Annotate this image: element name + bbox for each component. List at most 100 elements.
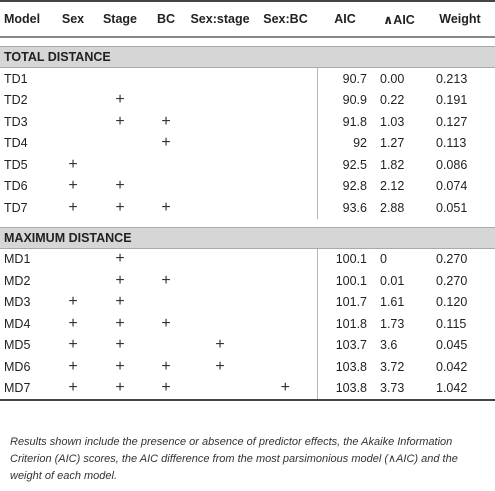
table-row: MD6 + + + +103.8 3.72 0.042	[0, 356, 495, 378]
cell-bc	[146, 68, 186, 90]
cell-aic: 92.5	[316, 154, 373, 176]
plus-mark: +	[68, 379, 78, 397]
plus-mark: +	[68, 293, 78, 311]
header-sex-bc: Sex:BC	[254, 0, 317, 38]
cell-aic: 101.7	[316, 291, 373, 313]
cell-model: TD6	[4, 179, 28, 194]
plus-mark: +	[68, 357, 78, 375]
cell-weight: 0.051	[436, 200, 468, 215]
plus-mark: +	[215, 357, 225, 375]
cell-aic: 90.7	[316, 67, 373, 90]
cell-sex-bc	[254, 335, 317, 357]
cell-weight: 0.113	[436, 136, 467, 151]
cell-delta-aic: 0.22	[380, 93, 405, 108]
cell-weight: 1.042	[425, 377, 495, 401]
cell-delta-aic: 2.88	[380, 200, 405, 215]
header-aic: AIC	[317, 0, 373, 38]
spacer-row	[0, 37, 495, 47]
cell-model: MD4	[4, 316, 31, 331]
plus-mark: +	[161, 379, 171, 397]
cell-sex-stage	[186, 68, 254, 90]
header-sex: Sex	[52, 0, 94, 38]
cell-sex-stage	[186, 133, 254, 155]
plus-mark: +	[115, 357, 125, 375]
cell-aic: 90.9	[316, 89, 373, 111]
cell-weight: 0.045	[436, 338, 468, 353]
cell-sex: +	[52, 313, 94, 335]
cell-sex-bc	[254, 248, 317, 270]
cell-sex-bc	[254, 176, 317, 198]
plus-mark: +	[161, 134, 171, 152]
cell-bc: +	[146, 270, 186, 292]
plus-mark: +	[161, 112, 171, 130]
section-title: MAXIMUM DISTANCE	[0, 226, 495, 249]
cell-stage	[94, 133, 146, 155]
cell-delta-aic: 3.72	[380, 359, 405, 374]
header-model: Model	[0, 0, 52, 38]
cell-model: MD5	[4, 338, 31, 353]
cell-aic: 101.8	[316, 313, 373, 335]
cell-bc: +	[146, 133, 186, 155]
cell-stage: +	[94, 356, 146, 378]
cell-stage: +	[94, 90, 146, 112]
cell-sex: +	[52, 154, 94, 176]
cell-model: MD2	[4, 273, 31, 288]
model-comparison-table: Model Sex Stage BC Sex:stage Sex:BC AIC …	[0, 0, 495, 401]
header-sex-stage: Sex:stage	[186, 0, 254, 38]
cell-sex-stage	[186, 313, 254, 335]
cell-stage: +	[94, 248, 146, 270]
section-title: TOTAL DISTANCE	[0, 46, 495, 68]
cell-sex-stage	[186, 270, 254, 292]
cell-sex	[52, 68, 94, 90]
cell-stage: +	[94, 270, 146, 292]
plus-mark: +	[115, 314, 125, 332]
cell-aic: 100.1	[316, 248, 373, 270]
cell-bc	[146, 292, 186, 314]
table-row: TD2 +90.9 0.22 0.191	[0, 89, 495, 112]
cell-sex-bc	[254, 68, 317, 90]
cell-weight: 0.270	[436, 252, 468, 267]
cell-sex-bc	[254, 313, 317, 335]
spacer-row	[0, 219, 495, 228]
table-row: MD4 + + +101.8 1.73 0.115	[0, 313, 495, 335]
cell-sex-bc	[254, 197, 317, 219]
cell-sex-stage	[186, 176, 254, 198]
cell-aic: 92.8	[316, 175, 373, 197]
cell-aic: 100.1	[316, 270, 373, 292]
cell-aic: 103.7	[316, 334, 373, 356]
cell-delta-aic: 0.00	[380, 71, 405, 86]
cell-bc: +	[146, 356, 186, 378]
cell-sex	[52, 111, 94, 133]
cell-sex	[52, 133, 94, 155]
cell-sex-stage	[186, 197, 254, 219]
cell-sex	[52, 248, 94, 270]
cell-delta-aic: 0	[380, 252, 387, 267]
cell-sex-stage	[186, 248, 254, 270]
table-row: MD2 + +100.1 0.01 0.270	[0, 270, 495, 292]
header-row: Model Sex Stage BC Sex:stage Sex:BC AIC …	[0, 0, 495, 38]
cell-delta-aic: 1.03	[380, 114, 405, 129]
plus-mark: +	[215, 336, 225, 354]
cell-bc	[146, 176, 186, 198]
plus-mark: +	[161, 198, 171, 216]
cell-model: MD6	[4, 359, 31, 374]
cell-stage: +	[94, 111, 146, 133]
header-bc: BC	[146, 0, 186, 38]
header-delta-aic: ∧AIC	[373, 0, 425, 38]
cell-stage: +	[94, 176, 146, 198]
table-caption: Results shown include the presence or ab…	[10, 436, 458, 482]
plus-mark: +	[68, 155, 78, 173]
cell-stage: +	[94, 377, 146, 401]
plus-mark: +	[280, 379, 290, 397]
table-body: TOTAL DISTANCE TD1 90.7 0.00 0.213 TD2 +90.9 0…	[0, 37, 495, 401]
cell-bc	[146, 248, 186, 270]
cell-aic: 93.6	[316, 197, 373, 219]
cell-stage: +	[94, 292, 146, 314]
cell-bc: +	[146, 197, 186, 219]
table-row: MD3 + +101.7 1.61 0.120	[0, 291, 495, 314]
cell-sex: +	[52, 377, 94, 401]
cell-delta-aic: 1.82	[380, 157, 405, 172]
cell-sex: +	[52, 356, 94, 378]
table-row: TD6 + +92.8 2.12 0.074	[0, 175, 495, 198]
